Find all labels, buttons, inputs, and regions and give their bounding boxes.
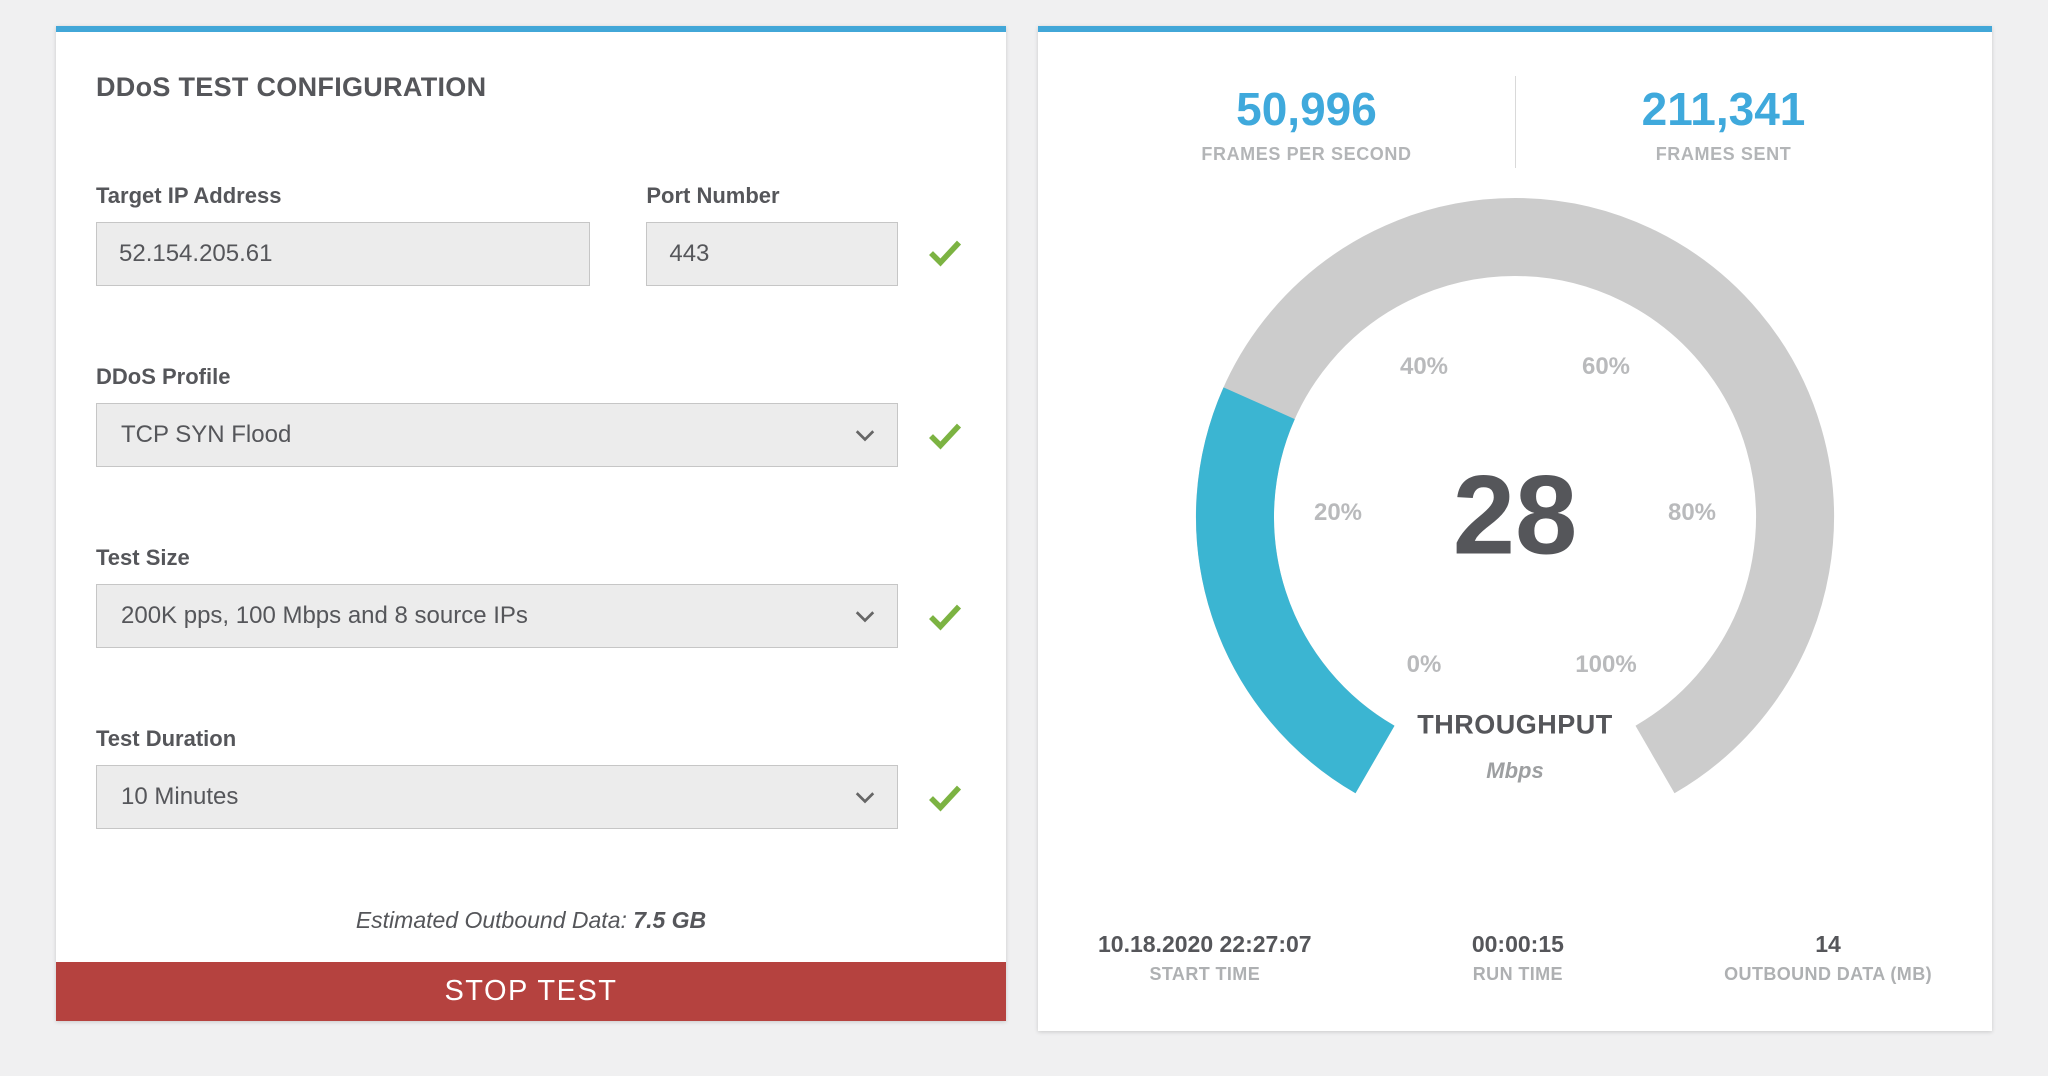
estimated-outbound-label: Estimated Outbound Data: bbox=[355, 907, 627, 933]
check-icon bbox=[924, 595, 966, 637]
stat-frames-per-second: 50,996 FRAMES PER SECOND bbox=[1098, 82, 1515, 165]
port-label: Port Number bbox=[646, 183, 780, 208]
test-size-label: Test Size bbox=[96, 545, 190, 570]
gauge-value: 28 bbox=[1452, 452, 1578, 578]
start-time-label: START TIME bbox=[1149, 964, 1261, 984]
panel-title: DDoS TEST CONFIGURATION bbox=[96, 72, 487, 102]
ddos-profile-label: DDoS Profile bbox=[96, 364, 231, 389]
chevron-down-icon bbox=[853, 604, 877, 628]
test-duration-field: Test Duration 10 Minutes bbox=[96, 726, 966, 829]
outbound-data-value: 14 bbox=[1815, 931, 1841, 957]
ddos-profile-select[interactable]: TCP SYN Flood bbox=[96, 403, 898, 467]
target-ip-input[interactable] bbox=[96, 222, 591, 286]
gauge-tick-100: 100% bbox=[1575, 651, 1637, 678]
frames-sent-value: 211,341 bbox=[1641, 83, 1806, 135]
chevron-down-icon bbox=[853, 785, 877, 809]
stat-frames-sent: 211,341 FRAMES SENT bbox=[1515, 82, 1932, 165]
port-input[interactable] bbox=[646, 222, 898, 286]
config-panel: DDoS TEST CONFIGURATION Target IP Addres… bbox=[56, 26, 1006, 1021]
bottom-stats: 10.18.2020 22:27:07 START TIME 00:00:15 … bbox=[1098, 931, 1932, 985]
estimated-outbound-data: Estimated Outbound Data: 7.5 GB bbox=[96, 907, 966, 934]
ip-port-row: Target IP Address Port Number bbox=[96, 183, 966, 286]
stat-run-time: 00:00:15 RUN TIME bbox=[1472, 931, 1564, 985]
throughput-gauge: 0% 20% 40% 60% 80% 100% 28 THROUGHPUT Mb… bbox=[1195, 197, 1835, 837]
gauge-title: THROUGHPUT bbox=[1417, 709, 1613, 740]
top-stats: 50,996 FRAMES PER SECOND 211,341 FRAMES … bbox=[1098, 76, 1932, 168]
stop-test-button[interactable]: STOP TEST bbox=[56, 962, 1006, 1021]
run-time-label: RUN TIME bbox=[1472, 964, 1563, 984]
test-size-select[interactable]: 200K pps, 100 Mbps and 8 source IPs bbox=[96, 584, 898, 648]
gauge-tick-20: 20% bbox=[1313, 499, 1363, 526]
gauge-unit: Mbps bbox=[1486, 758, 1544, 783]
test-duration-select[interactable]: 10 Minutes bbox=[96, 765, 898, 829]
frames-per-second-label: FRAMES PER SECOND bbox=[1201, 144, 1412, 164]
gauge-tick-0: 0% bbox=[1406, 651, 1442, 678]
gauge-value-arc bbox=[1196, 198, 1834, 794]
frames-per-second-value: 50,996 bbox=[1236, 83, 1377, 135]
port-field: Port Number bbox=[646, 183, 898, 286]
gauge-tick-60: 60% bbox=[1581, 353, 1631, 380]
test-size-value: 200K pps, 100 Mbps and 8 source IPs bbox=[121, 602, 528, 629]
check-icon bbox=[924, 776, 966, 818]
ddos-profile-field: DDoS Profile TCP SYN Flood bbox=[96, 364, 966, 467]
ddos-profile-value: TCP SYN Flood bbox=[121, 421, 292, 448]
check-icon bbox=[924, 231, 966, 273]
stat-outbound-data: 14 OUTBOUND DATA (MB) bbox=[1724, 931, 1932, 985]
check-icon bbox=[924, 414, 966, 456]
gauge-tick-80: 80% bbox=[1667, 499, 1717, 526]
gauge-chart bbox=[1196, 198, 1834, 794]
stat-start-time: 10.18.2020 22:27:07 START TIME bbox=[1098, 931, 1312, 985]
test-duration-label: Test Duration bbox=[96, 726, 237, 751]
chevron-down-icon bbox=[853, 423, 877, 447]
gauge-tick-40: 40% bbox=[1399, 353, 1449, 380]
start-time-value: 10.18.2020 22:27:07 bbox=[1098, 931, 1312, 957]
dashboard-panel: 50,996 FRAMES PER SECOND 211,341 FRAMES … bbox=[1038, 26, 1992, 1031]
test-size-field: Test Size 200K pps, 100 Mbps and 8 sourc… bbox=[96, 545, 966, 648]
outbound-data-label: OUTBOUND DATA (MB) bbox=[1724, 964, 1932, 984]
estimated-outbound-value: 7.5 GB bbox=[633, 907, 707, 933]
test-duration-value: 10 Minutes bbox=[121, 783, 239, 810]
run-time-value: 00:00:15 bbox=[1471, 931, 1564, 957]
frames-sent-label: FRAMES SENT bbox=[1655, 144, 1792, 164]
target-ip-label: Target IP Address bbox=[96, 183, 282, 208]
stats-divider bbox=[1515, 76, 1516, 168]
target-ip-field: Target IP Address bbox=[96, 183, 591, 286]
config-panel-body: DDoS TEST CONFIGURATION Target IP Addres… bbox=[56, 32, 1006, 962]
